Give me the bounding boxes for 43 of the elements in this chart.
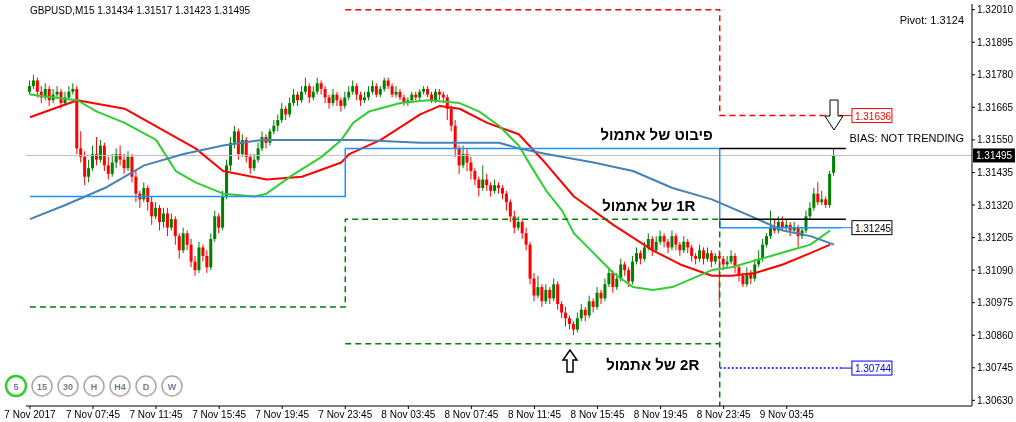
annotation: 30 (62, 381, 74, 392)
x-tick-label: 8 Nov 11:45 (507, 409, 562, 421)
y-tick-label: 1.31665 (977, 101, 1014, 113)
x-tick-label: 9 Nov 03:45 (759, 409, 815, 421)
legend-label: 1.31636 (854, 110, 892, 122)
x-tick-label: 8 Nov 03:45 (381, 409, 436, 421)
y-tick-label: 1.31780 (977, 69, 1014, 81)
y-tick-label: 1.31090 (977, 264, 1014, 276)
annotation: 2R של אתמול (606, 355, 700, 373)
annotation: H4 (114, 381, 126, 392)
y-tick-label: 1.31895 (977, 36, 1014, 48)
y-tick-label: 1.30630 (977, 394, 1014, 406)
x-tick-label: 7 Nov 07:45 (66, 409, 121, 421)
annotation: W (167, 381, 177, 392)
y-tick-label: 1.31435 (977, 166, 1014, 178)
annotation: BIAS: NOT TRENDING (849, 132, 964, 144)
x-tick-label: 8 Nov 15:45 (570, 409, 625, 421)
legend-label: 1.30744 (854, 363, 892, 375)
annotation: D (142, 381, 150, 392)
chart-title: GBPUSD,M15 1.31434 1.31517 1.31423 1.31495 (30, 5, 251, 16)
ref-line-label: 1.31495 (976, 150, 1013, 162)
y-tick-label: 1.30860 (977, 329, 1014, 341)
x-tick-label: 8 Nov 07:45 (444, 409, 499, 421)
x-tick-label: 8 Nov 23:45 (696, 409, 752, 421)
annotation: Pivot: 1.3124 (899, 14, 964, 26)
y-tick-label: 1.30975 (977, 297, 1014, 309)
x-tick-label: 7 Nov 15:45 (192, 409, 247, 421)
y-tick-label: 1.31550 (977, 134, 1014, 146)
x-tick-label: 7 Nov 19:45 (255, 409, 310, 421)
x-tick-label: 8 Nov 19:45 (633, 409, 688, 421)
y-tick-label: 1.30745 (977, 362, 1014, 374)
x-tick-label: 7 Nov 11:45 (129, 409, 184, 421)
x-tick-label: 7 Nov 2017 (4, 409, 56, 421)
annotation: H (90, 381, 98, 392)
annotation: 1R של אתמול (602, 197, 696, 215)
y-tick-label: 1.32010 (977, 4, 1014, 16)
y-tick-label: 1.31205 (977, 232, 1014, 244)
legend-label: 1.31245 (854, 222, 892, 234)
text: 5 (13, 381, 19, 392)
annotation: 15 (36, 381, 48, 392)
annotation: פיבוט של אתמול (600, 126, 713, 144)
y-tick-label: 1.31320 (977, 199, 1014, 211)
x-tick-label: 7 Nov 23:45 (318, 409, 373, 421)
